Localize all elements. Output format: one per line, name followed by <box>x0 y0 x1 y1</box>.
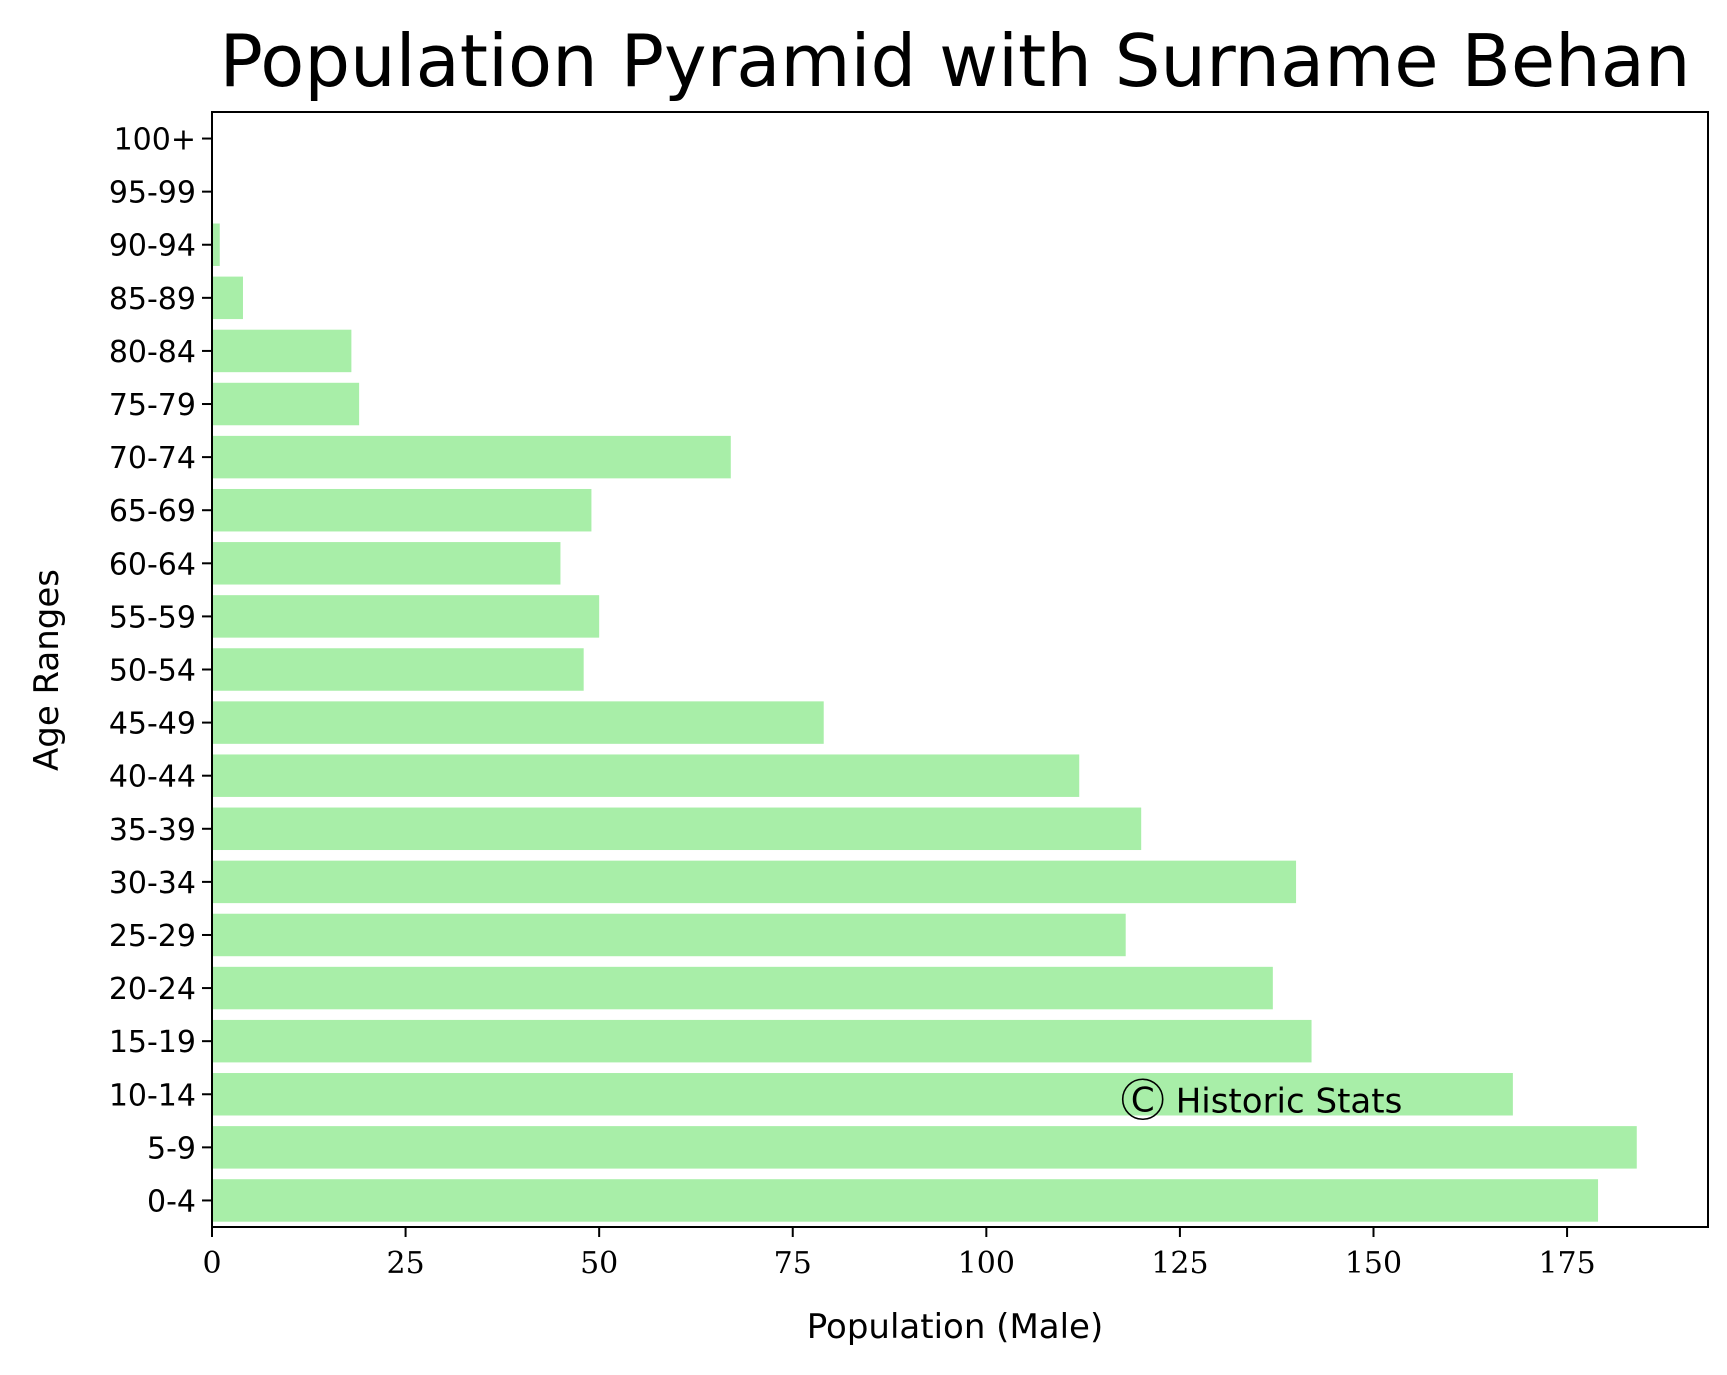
x-axis-label: Population (Male) <box>807 1307 1104 1347</box>
y-tick-label: 45-49 <box>109 707 196 742</box>
y-tick-label: 25-29 <box>109 919 196 954</box>
x-axis-ticks: 0 25 50 75 100 125 150 175 <box>202 1227 1596 1281</box>
bar-80-84 <box>212 329 352 373</box>
bar-75-79 <box>212 382 360 426</box>
bar-0-4 <box>212 1179 1599 1222</box>
bar-40-44 <box>212 754 1080 797</box>
bar-65-69 <box>212 488 592 532</box>
copyright-symbol-letter: C <box>1131 1080 1155 1120</box>
copyright-symbol-icon <box>1121 1078 1164 1121</box>
y-tick-label: 30-34 <box>109 866 196 901</box>
bar-85-89 <box>212 276 243 320</box>
x-tick-label: 25 <box>386 1246 424 1281</box>
y-tick-label: 60-64 <box>109 547 196 582</box>
bar-10-14 <box>212 1073 1513 1116</box>
copyright-annotation: C Historic Stats <box>1121 1078 1403 1121</box>
annotation-text: Historic Stats <box>1176 1081 1403 1121</box>
y-tick-label: 85-89 <box>109 282 196 317</box>
y-tick-label: 75-79 <box>109 388 196 423</box>
x-tick-label: 175 <box>1538 1246 1595 1281</box>
bars-group <box>212 223 1637 1222</box>
bar-15-19 <box>212 1019 1312 1063</box>
y-tick-label: 35-39 <box>109 813 196 848</box>
y-tick-label: 55-59 <box>109 600 196 635</box>
bar-30-34 <box>212 860 1297 904</box>
bar-45-49 <box>212 701 824 744</box>
x-tick-label: 125 <box>1151 1246 1208 1281</box>
y-tick-label: 70-74 <box>109 441 196 476</box>
x-tick-label: 75 <box>774 1246 812 1281</box>
bar-25-29 <box>212 913 1126 957</box>
x-tick-label: 50 <box>580 1246 618 1281</box>
y-tick-label: 0-4 <box>147 1184 196 1219</box>
y-tick-label: 100+ <box>114 123 196 158</box>
bar-55-59 <box>212 595 600 638</box>
bar-60-64 <box>212 542 561 585</box>
y-tick-label: 20-24 <box>109 972 196 1007</box>
bar-70-74 <box>212 435 731 479</box>
bar-5-9 <box>212 1126 1637 1169</box>
bar-50-54 <box>212 648 584 691</box>
y-tick-label: 40-44 <box>109 760 196 795</box>
y-tick-label: 15-19 <box>109 1025 196 1060</box>
y-tick-label: 90-94 <box>109 229 196 264</box>
x-tick-label: 100 <box>958 1246 1015 1281</box>
chart-title: Population Pyramid with Surname Behan <box>219 19 1690 103</box>
bar-35-39 <box>212 807 1142 851</box>
y-axis-label: Age Ranges <box>27 569 67 771</box>
plot-frame <box>211 111 1709 1228</box>
y-tick-label: 80-84 <box>109 335 196 370</box>
y-tick-label: 10-14 <box>109 1078 196 1113</box>
y-tick-label: 5-9 <box>147 1131 196 1166</box>
bar-20-24 <box>212 966 1273 1010</box>
y-tick-label: 95-99 <box>109 176 196 211</box>
y-axis-ticks: 0-4 5-9 10-14 15-19 20-24 25-29 30-34 35-39 40-4… <box>109 123 212 1219</box>
y-tick-label: 50-54 <box>109 654 196 689</box>
y-tick-label: 65-69 <box>109 494 196 529</box>
bar-90-94 <box>212 223 220 266</box>
x-tick-label: 150 <box>1345 1246 1402 1281</box>
x-tick-label: 0 <box>202 1246 221 1281</box>
